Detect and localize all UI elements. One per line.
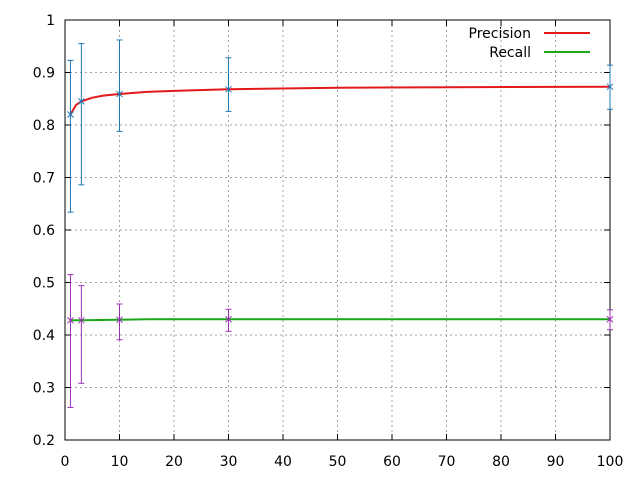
x-tick-label: 20	[165, 454, 183, 470]
y-axis-tick-labels: 0.2 0.3 0.4 0.5 0.6 0.7 0.8 0.9 1	[33, 13, 55, 449]
y-tick-label: 0.2	[33, 433, 55, 449]
x-tick-label: 60	[383, 454, 401, 470]
error-bar-precision	[606, 64, 614, 110]
y-tick-label: 0.3	[33, 381, 55, 397]
series-line-recall	[70, 318, 610, 322]
data-point-marker	[77, 98, 85, 105]
x-axis-tick-labels: 0 10 20 30 40 50 60 70 80 90 100	[61, 454, 624, 470]
x-tick-label: 70	[438, 454, 456, 470]
error-bar-precision	[67, 59, 74, 213]
y-tick-label: 0.6	[33, 223, 55, 239]
data-point-marker	[225, 85, 232, 93]
data-point-marker	[67, 316, 74, 324]
data-point-marker	[77, 316, 85, 324]
series-layer	[67, 39, 614, 408]
x-tick-label: 40	[274, 454, 292, 470]
y-tick-label: 0.9	[33, 66, 55, 82]
y-tick-label: 0.8	[33, 118, 55, 134]
y-tick-label: 1	[46, 13, 55, 29]
x-tick-label: 0	[61, 454, 70, 470]
y-tick-label: 0.7	[33, 171, 55, 187]
data-point-marker	[116, 316, 123, 324]
x-tick-label: 30	[220, 454, 238, 470]
data-point-marker	[606, 315, 614, 323]
x-tick-label: 90	[547, 454, 565, 470]
y-tick-label: 0.4	[33, 328, 55, 344]
error-bar-recall	[116, 303, 123, 341]
legend-label-precision: Precision	[469, 26, 531, 42]
legend: Precision Recall	[469, 26, 590, 61]
data-point-marker	[606, 83, 614, 91]
error-bar-recall	[225, 308, 232, 332]
error-bar-recall	[67, 274, 74, 408]
data-point-marker	[116, 90, 123, 98]
error-bar-precision	[225, 57, 232, 112]
y-tick-label: 0.5	[33, 276, 55, 292]
error-bar-recall	[606, 309, 614, 331]
legend-label-recall: Recall	[489, 45, 531, 61]
x-tick-label: 50	[329, 454, 347, 470]
data-point-marker	[67, 111, 74, 118]
error-bar-precision	[77, 43, 85, 186]
error-bar-recall	[77, 285, 85, 384]
data-point-marker	[225, 315, 232, 323]
x-tick-label: 100	[597, 454, 624, 470]
x-tick-label: 10	[111, 454, 129, 470]
error-bar-precision	[116, 39, 123, 132]
x-tick-label: 80	[492, 454, 510, 470]
